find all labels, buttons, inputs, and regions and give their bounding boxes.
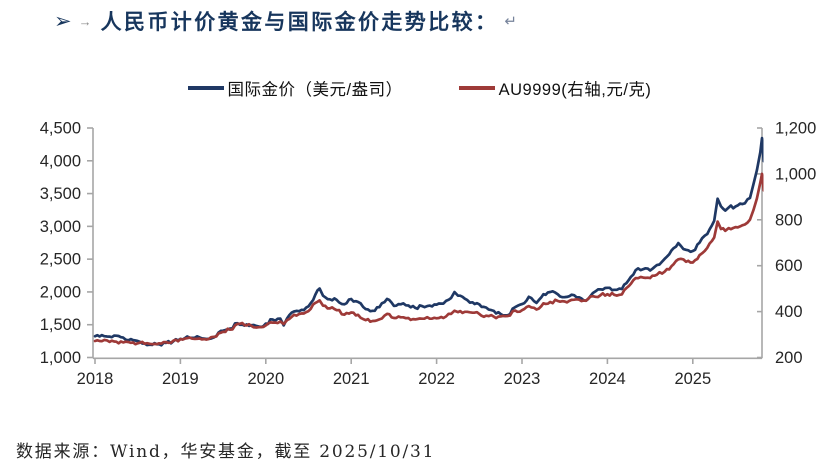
source-note: 数据来源：Wind，华安基金，截至 2025/10/31 <box>16 442 436 462</box>
svg-text:2025: 2025 <box>674 370 711 388</box>
svg-text:1,200: 1,200 <box>775 120 816 138</box>
legend-line-swatch-navy <box>187 86 224 90</box>
legend-line-swatch-red <box>458 86 495 90</box>
svg-text:2,500: 2,500 <box>40 251 81 269</box>
svg-text:1,000: 1,000 <box>775 165 816 183</box>
svg-text:800: 800 <box>775 211 803 229</box>
series-line-intl-gold <box>93 136 764 347</box>
legend-item-label: 国际金价（美元/盎司） <box>227 81 403 99</box>
svg-text:2024: 2024 <box>589 370 626 388</box>
svg-text:2,000: 2,000 <box>40 283 81 301</box>
svg-text:2020: 2020 <box>247 370 284 388</box>
svg-text:3,500: 3,500 <box>40 185 81 203</box>
heading-bullet-icon: ➢ <box>54 9 72 33</box>
svg-text:2023: 2023 <box>504 370 541 388</box>
page-title: 人民币计价黄金与国际金价走势比较： <box>100 9 499 34</box>
svg-text:4,000: 4,000 <box>40 152 81 170</box>
heading-row: ➢ → 人民币计价黄金与国际金价走势比较： ↵ <box>54 6 517 36</box>
svg-text:600: 600 <box>775 257 803 275</box>
svg-text:3,000: 3,000 <box>40 218 81 236</box>
legend-item-au9999: AU9999(右轴,元/克) <box>458 76 652 100</box>
svg-text:1,500: 1,500 <box>40 316 81 334</box>
svg-text:400: 400 <box>775 303 803 321</box>
tab-mark-icon: → <box>78 13 92 29</box>
svg-text:1,000: 1,000 <box>40 349 81 367</box>
svg-text:2018: 2018 <box>77 370 114 388</box>
svg-text:200: 200 <box>775 349 803 367</box>
legend-item-label: AU9999(右轴,元/克) <box>498 81 652 99</box>
svg-text:2021: 2021 <box>333 370 370 388</box>
legend-item-intl-gold: 国际金价（美元/盎司） <box>187 76 403 100</box>
chart-legend: 国际金价（美元/盎司） AU9999(右轴,元/克) <box>0 76 839 100</box>
svg-text:2022: 2022 <box>418 370 455 388</box>
svg-text:2019: 2019 <box>162 370 199 388</box>
series-line-au9999 <box>93 172 764 346</box>
paragraph-return-icon: ↵ <box>504 13 517 30</box>
svg-text:4,500: 4,500 <box>40 120 81 138</box>
